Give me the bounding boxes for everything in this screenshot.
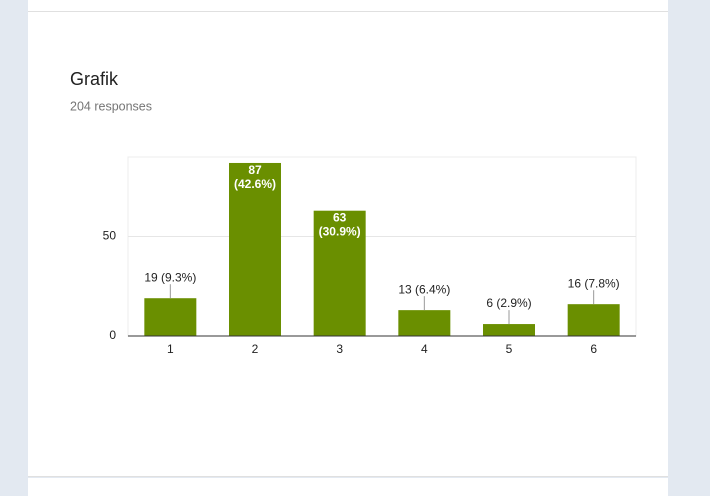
card-next: [28, 478, 668, 496]
x-tick-label: 2: [252, 342, 259, 356]
bar: [483, 324, 535, 336]
bar: [398, 310, 451, 336]
value-label: 63 (30.9%): [319, 211, 361, 239]
plot-frame: [127, 156, 637, 337]
x-tick-label: 3: [336, 342, 343, 356]
chart-title: Grafik: [70, 69, 119, 89]
value-label: 16 (7.8%): [568, 276, 620, 290]
card-previous: [28, 0, 668, 12]
chart-subtitle: 204 responses: [70, 99, 152, 113]
x-tick-label: 5: [506, 342, 513, 356]
x-tick-label: 1: [167, 342, 174, 356]
bar: [313, 210, 366, 336]
x-tick-label: 6: [590, 342, 597, 356]
x-tick-label: 4: [421, 342, 428, 356]
bar: [229, 162, 281, 336]
y-tick-label: 0: [109, 328, 116, 342]
y-tick-label: 50: [103, 229, 117, 243]
bar: [567, 304, 620, 336]
value-label: 87 (42.6%): [234, 163, 276, 191]
value-label: 19 (9.3%): [144, 270, 196, 284]
value-label: 13 (6.4%): [398, 282, 450, 296]
value-label: 6 (2.9%): [486, 296, 531, 310]
bar: [144, 298, 197, 336]
